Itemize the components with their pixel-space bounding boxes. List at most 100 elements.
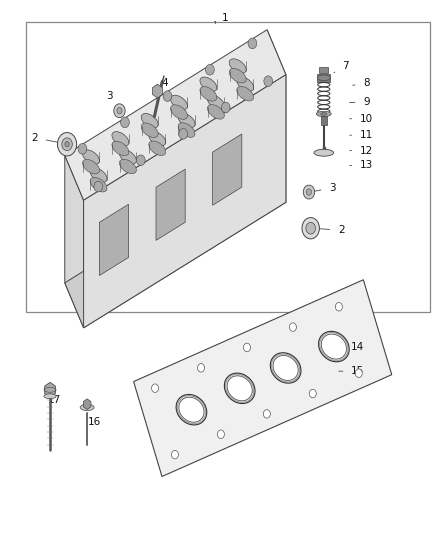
Circle shape xyxy=(263,410,270,418)
Ellipse shape xyxy=(178,113,195,128)
Circle shape xyxy=(114,104,125,118)
Ellipse shape xyxy=(237,77,254,91)
Circle shape xyxy=(152,384,159,392)
Circle shape xyxy=(355,369,362,377)
Ellipse shape xyxy=(112,141,129,156)
Text: 7: 7 xyxy=(334,61,349,72)
Ellipse shape xyxy=(44,394,56,399)
Polygon shape xyxy=(65,157,286,328)
Ellipse shape xyxy=(83,159,99,174)
Polygon shape xyxy=(152,84,162,98)
Ellipse shape xyxy=(273,356,298,381)
Ellipse shape xyxy=(200,77,217,92)
Ellipse shape xyxy=(141,114,158,128)
Circle shape xyxy=(244,343,251,352)
Circle shape xyxy=(65,142,69,147)
Polygon shape xyxy=(65,30,286,200)
Ellipse shape xyxy=(224,373,255,403)
Text: 3: 3 xyxy=(106,91,119,111)
Circle shape xyxy=(306,222,315,234)
Circle shape xyxy=(306,189,311,195)
Circle shape xyxy=(78,143,87,154)
Circle shape xyxy=(198,364,205,372)
Ellipse shape xyxy=(90,177,107,192)
Bar xyxy=(319,67,328,73)
Ellipse shape xyxy=(149,141,166,156)
Circle shape xyxy=(171,450,178,459)
Circle shape xyxy=(205,64,214,75)
Circle shape xyxy=(302,217,319,239)
Circle shape xyxy=(217,430,224,439)
Ellipse shape xyxy=(229,68,246,83)
Ellipse shape xyxy=(321,334,346,359)
Ellipse shape xyxy=(270,353,301,383)
Circle shape xyxy=(264,76,272,86)
Bar xyxy=(321,116,327,125)
Circle shape xyxy=(57,133,77,156)
Ellipse shape xyxy=(321,112,327,115)
Ellipse shape xyxy=(317,75,330,80)
Text: 1: 1 xyxy=(222,13,229,23)
Ellipse shape xyxy=(170,105,187,119)
Circle shape xyxy=(248,38,257,49)
Ellipse shape xyxy=(208,104,224,119)
Ellipse shape xyxy=(179,397,204,422)
Polygon shape xyxy=(84,75,286,328)
Text: 16: 16 xyxy=(88,417,101,427)
Circle shape xyxy=(120,117,129,128)
Polygon shape xyxy=(156,169,185,240)
Text: 13: 13 xyxy=(350,160,373,171)
Text: 2: 2 xyxy=(316,225,345,236)
Text: 15: 15 xyxy=(339,366,364,376)
Circle shape xyxy=(117,108,122,114)
Ellipse shape xyxy=(237,86,254,101)
Circle shape xyxy=(179,128,187,139)
Polygon shape xyxy=(65,155,84,328)
Ellipse shape xyxy=(90,168,107,182)
Text: 8: 8 xyxy=(353,78,370,88)
Ellipse shape xyxy=(316,111,331,117)
Polygon shape xyxy=(45,382,55,397)
Text: 17: 17 xyxy=(47,392,60,406)
Ellipse shape xyxy=(208,95,224,110)
Text: 5: 5 xyxy=(207,130,217,142)
Text: 2: 2 xyxy=(32,133,66,144)
Ellipse shape xyxy=(149,132,166,146)
Ellipse shape xyxy=(112,132,129,146)
Circle shape xyxy=(62,138,72,151)
Text: 14: 14 xyxy=(339,342,364,352)
Ellipse shape xyxy=(178,123,195,138)
Text: 6: 6 xyxy=(237,151,252,164)
Circle shape xyxy=(303,185,314,199)
Circle shape xyxy=(309,389,316,398)
Text: 3: 3 xyxy=(313,183,336,193)
Ellipse shape xyxy=(80,404,94,410)
Polygon shape xyxy=(267,30,286,203)
Circle shape xyxy=(136,155,145,166)
Text: 9: 9 xyxy=(350,96,370,107)
Text: 4: 4 xyxy=(158,78,168,100)
Circle shape xyxy=(290,323,297,332)
Text: 10: 10 xyxy=(350,114,373,124)
Polygon shape xyxy=(212,134,242,205)
Ellipse shape xyxy=(120,150,136,164)
Polygon shape xyxy=(134,280,392,477)
Polygon shape xyxy=(83,399,91,409)
Ellipse shape xyxy=(200,86,217,101)
Ellipse shape xyxy=(318,332,349,362)
Ellipse shape xyxy=(176,394,207,425)
Ellipse shape xyxy=(170,95,187,110)
Circle shape xyxy=(94,181,102,192)
Bar xyxy=(26,22,430,312)
Polygon shape xyxy=(99,204,128,276)
Ellipse shape xyxy=(120,159,136,174)
Text: 11: 11 xyxy=(350,130,373,140)
Ellipse shape xyxy=(229,59,246,74)
Ellipse shape xyxy=(314,149,334,156)
Ellipse shape xyxy=(83,150,99,164)
Text: 12: 12 xyxy=(350,146,373,156)
Circle shape xyxy=(336,303,343,311)
Ellipse shape xyxy=(141,123,158,138)
Circle shape xyxy=(163,91,172,101)
Bar xyxy=(317,74,330,82)
